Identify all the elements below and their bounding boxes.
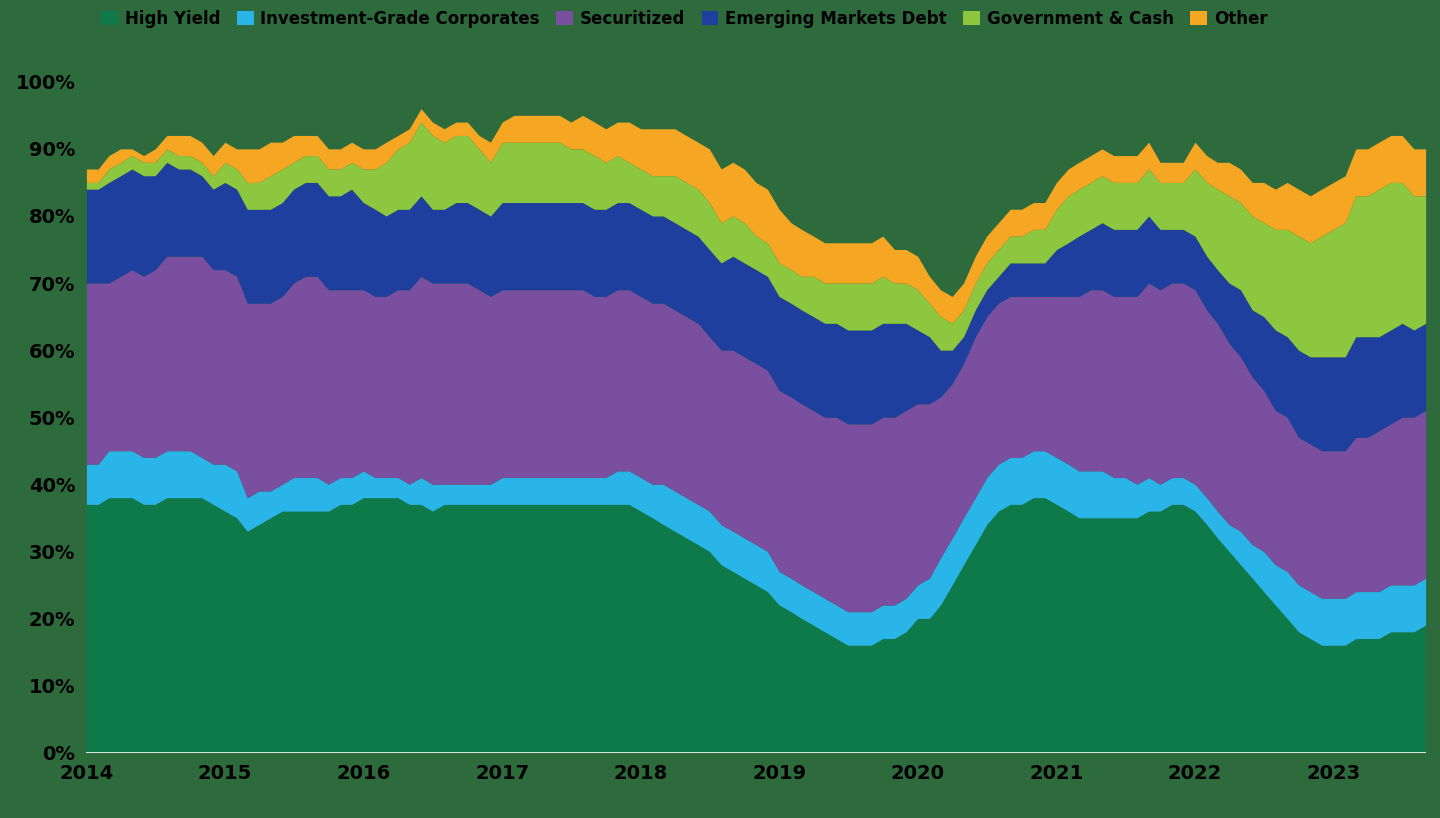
Legend: High Yield, Investment-Grade Corporates, Securitized, Emerging Markets Debt, Gov: High Yield, Investment-Grade Corporates,… bbox=[95, 3, 1274, 34]
